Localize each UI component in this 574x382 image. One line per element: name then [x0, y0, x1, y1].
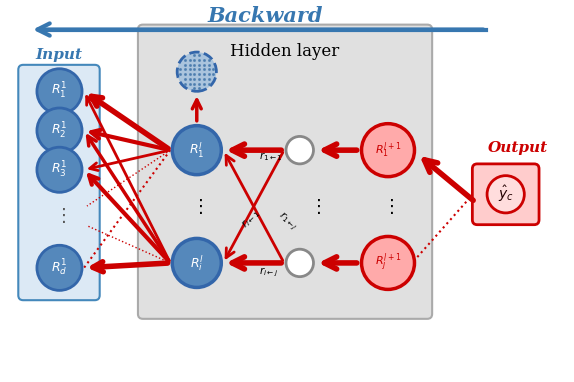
Text: $R_d^1$: $R_d^1$ [51, 258, 68, 278]
Circle shape [177, 52, 216, 91]
Text: $R_1^l$: $R_1^l$ [189, 141, 204, 160]
Text: $R_i^l$: $R_i^l$ [190, 253, 204, 273]
Text: $r_{i\leftarrow 1}$: $r_{i\leftarrow 1}$ [239, 207, 263, 231]
Text: $R_1^1$: $R_1^1$ [51, 81, 68, 101]
Text: $\vdots$: $\vdots$ [308, 197, 320, 216]
Text: $R_2^1$: $R_2^1$ [51, 120, 68, 141]
Text: $R_3^1$: $R_3^1$ [51, 160, 68, 180]
Circle shape [37, 245, 82, 290]
Text: $\vdots$: $\vdots$ [53, 206, 65, 225]
Text: Backward: Backward [208, 6, 323, 26]
Circle shape [286, 249, 313, 277]
FancyBboxPatch shape [472, 164, 539, 225]
Circle shape [362, 236, 414, 290]
Circle shape [172, 238, 222, 287]
Text: $R_1^{l+1}$: $R_1^{l+1}$ [375, 140, 401, 160]
Circle shape [362, 124, 414, 176]
Text: $r_{i\leftarrow j}$: $r_{i\leftarrow j}$ [258, 266, 278, 280]
FancyBboxPatch shape [138, 24, 432, 319]
Text: Input: Input [36, 48, 83, 62]
Text: $\vdots$: $\vdots$ [382, 197, 394, 216]
FancyBboxPatch shape [18, 65, 100, 300]
Text: $r_{1\leftarrow 1}$: $r_{1\leftarrow 1}$ [258, 151, 282, 163]
Circle shape [172, 126, 222, 175]
Text: $\vdots$: $\vdots$ [191, 197, 203, 216]
Text: Hidden layer: Hidden layer [230, 43, 340, 60]
Text: $r_{1\leftarrow j}$: $r_{1\leftarrow j}$ [275, 209, 300, 234]
Circle shape [37, 147, 82, 192]
Text: Output: Output [487, 141, 548, 155]
Circle shape [37, 69, 82, 114]
Circle shape [286, 136, 313, 164]
Text: $R_j^{l+1}$: $R_j^{l+1}$ [375, 252, 401, 274]
Circle shape [487, 176, 524, 213]
Text: $\hat{y}_c$: $\hat{y}_c$ [498, 184, 514, 204]
Circle shape [37, 108, 82, 153]
